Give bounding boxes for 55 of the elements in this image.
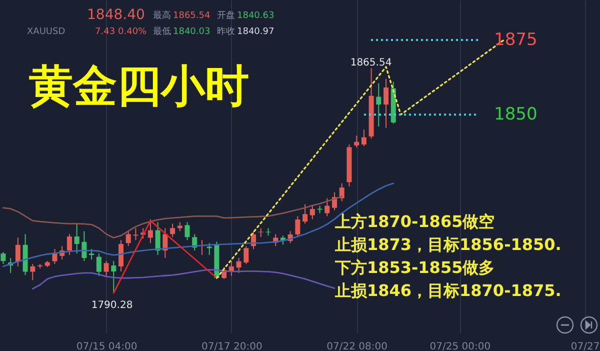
text: 最高 (153, 10, 171, 21)
candlestick (206, 242, 212, 256)
text: 1840.97 (237, 27, 274, 37)
candlestick (310, 205, 315, 220)
text: 0.40% (118, 27, 148, 37)
candlestick (376, 82, 382, 128)
candlestick (170, 223, 176, 238)
text: 7.43 (95, 27, 116, 37)
candlestick (74, 223, 80, 254)
candlestick (104, 260, 109, 276)
candlestick (244, 246, 249, 264)
text: 1865.54 (173, 11, 210, 21)
candlestick (118, 240, 124, 272)
candlestick (155, 222, 160, 256)
candlestick (361, 129, 366, 147)
annotation: 上方1870-1865做空 (334, 212, 495, 231)
x-tick-label: 07/27 (570, 342, 600, 351)
candlestick (89, 248, 94, 260)
text: XAUUSD (27, 27, 66, 37)
candlestick (66, 234, 72, 256)
candlestick (354, 135, 360, 148)
candlestick (133, 228, 138, 241)
candlestick (15, 237, 20, 267)
candlestick (126, 230, 131, 247)
x-tick-label: 07/17 20:00 (202, 342, 262, 351)
candlestick (111, 260, 116, 294)
candlestick (96, 253, 102, 276)
annotation: 止损1873，目标1856-1850. (334, 235, 562, 254)
text: 最低 (153, 26, 171, 37)
candlestick (184, 222, 190, 241)
text: 1840.03 (173, 27, 210, 37)
candlestick (30, 263, 36, 281)
annotation: 1865.54 (350, 57, 392, 68)
ref-line-label: 1850 (494, 104, 538, 125)
text: 1840.63 (237, 11, 274, 21)
candlestick (148, 218, 153, 244)
annotation: 下方1853-1855做多 (334, 258, 495, 277)
candlestick (302, 204, 308, 224)
candlestick (236, 258, 242, 274)
x-tick-label: 07/22 08:00 (326, 342, 388, 351)
candlestick (324, 198, 330, 217)
x-tick-label: 07/25 00:00 (430, 342, 491, 351)
candlestick (339, 182, 344, 202)
candlestick (384, 78, 389, 128)
text: 开盘 (217, 10, 235, 21)
text: 1848.40 (87, 7, 145, 23)
annotation: 止损1846，目标1870-1875. (334, 281, 562, 300)
text: 昨收 (217, 26, 235, 37)
candlestick (0, 252, 6, 264)
annotation: 1790.28 (91, 300, 133, 311)
candlestick (82, 230, 87, 262)
candlestick (295, 216, 300, 238)
ref-line-label: 1875 (494, 30, 538, 50)
x-tick-label: 07/15 04:00 (76, 342, 138, 351)
chart-title: 黄金四小时 (29, 61, 249, 112)
